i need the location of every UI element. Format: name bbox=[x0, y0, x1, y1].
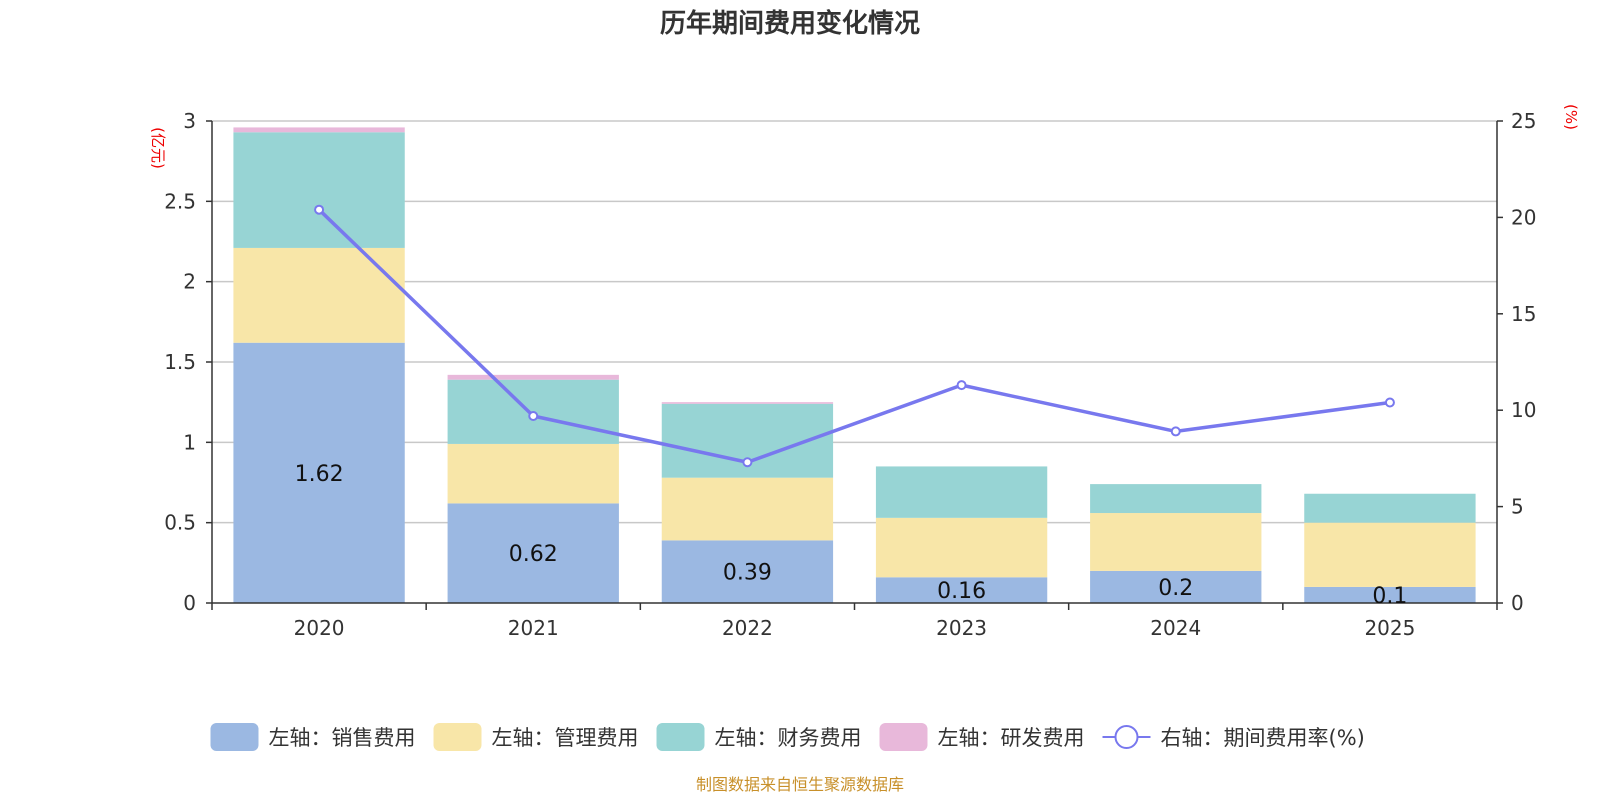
bar-data-label: 0.62 bbox=[509, 542, 558, 567]
bar-data-label: 1.62 bbox=[295, 462, 344, 487]
rate-point bbox=[528, 410, 539, 421]
bar-segment-2 bbox=[1304, 522, 1476, 587]
left-tick-label: 1 bbox=[183, 430, 196, 454]
rate-point bbox=[956, 380, 967, 391]
left-tick-label: 1.5 bbox=[164, 350, 196, 374]
legend-swatch-marker bbox=[1114, 725, 1139, 749]
bar-segment-1 bbox=[875, 577, 1048, 603]
bar-segment-1 bbox=[447, 503, 619, 603]
source-note: 制图数据来自恒生聚源数据库 bbox=[696, 775, 904, 794]
legend-label-3: 左轴：财务费用 bbox=[715, 726, 862, 750]
legend-label-4: 左轴：研发费用 bbox=[938, 726, 1085, 750]
bar-data-label: 0.2 bbox=[1158, 576, 1193, 601]
bar-segment-3 bbox=[233, 132, 405, 248]
bar-segment-3 bbox=[875, 466, 1048, 518]
bar-segment-2 bbox=[661, 477, 834, 541]
line-series bbox=[314, 204, 1395, 468]
right-tick-label: 0 bbox=[1511, 591, 1524, 615]
bar-data-label: 0.1 bbox=[1372, 584, 1407, 609]
bar-series bbox=[233, 127, 1476, 603]
legend-label-2: 左轴：管理费用 bbox=[492, 726, 639, 750]
legend-swatch-1 bbox=[210, 723, 259, 751]
x-tick-label: 2025 bbox=[1364, 616, 1415, 640]
bar-segment-4 bbox=[661, 402, 834, 404]
left-tick-label: 0.5 bbox=[164, 511, 196, 535]
legend-swatch-2 bbox=[433, 723, 482, 751]
bar-segment-2 bbox=[447, 443, 619, 504]
bar-segment-3 bbox=[1090, 484, 1262, 514]
left-tick-label: 2.5 bbox=[164, 189, 196, 213]
right-tick-label: 15 bbox=[1511, 302, 1536, 326]
legend-swatch-3 bbox=[656, 723, 705, 751]
right-tick-label: 10 bbox=[1511, 398, 1536, 422]
rate-point bbox=[742, 457, 753, 468]
rate-point bbox=[314, 204, 325, 215]
bar-data-label: 0.39 bbox=[723, 561, 772, 586]
left-tick-label: 0 bbox=[183, 591, 196, 615]
legend-label-5: 右轴：期间费用率(%) bbox=[1161, 726, 1365, 750]
bar-segment-1 bbox=[233, 342, 405, 603]
bar-segment-2 bbox=[1090, 513, 1262, 571]
rate-line bbox=[317, 208, 1391, 465]
chart-title: 历年期间费用变化情况 bbox=[660, 8, 920, 39]
right-tick-label: 25 bbox=[1511, 109, 1536, 133]
bar-data-label: 0.16 bbox=[937, 579, 986, 604]
legend: 左轴：销售费用 左轴：管理费用 左轴：财务费用 左轴：研发费用 右轴：期间费用率(%) bbox=[210, 723, 1365, 751]
data-labels: 1.62 0.62 0.39 0.16 0.2 0.1 bbox=[295, 462, 1408, 609]
grid-lines bbox=[212, 120, 1497, 524]
bar-segment-1 bbox=[1090, 570, 1262, 603]
rate-point bbox=[1384, 397, 1395, 408]
x-tick-label: 2022 bbox=[722, 616, 773, 640]
bar-segment-1 bbox=[1304, 586, 1476, 603]
rate-point bbox=[1170, 426, 1181, 437]
bar-segment-4 bbox=[233, 127, 405, 133]
bar-segment-4 bbox=[447, 374, 619, 380]
bar-segment-1 bbox=[661, 540, 834, 603]
legend-label-1: 左轴：销售费用 bbox=[269, 726, 416, 750]
right-tick-label: 5 bbox=[1511, 495, 1524, 519]
right-tick-label: 20 bbox=[1511, 205, 1536, 229]
bar-segment-2 bbox=[875, 517, 1048, 578]
right-axis-unit: (%) bbox=[1562, 104, 1580, 130]
x-tick-label: 2021 bbox=[508, 616, 559, 640]
bar-segment-2 bbox=[233, 247, 405, 343]
x-tick-label: 2024 bbox=[1150, 616, 1201, 640]
legend-swatch-4 bbox=[879, 723, 928, 751]
bar-segment-3 bbox=[1304, 493, 1476, 523]
x-tick-label: 2023 bbox=[936, 616, 987, 640]
left-axis-unit: (亿元) bbox=[149, 127, 167, 169]
left-tick-label: 2 bbox=[183, 270, 196, 294]
x-tick-label: 2020 bbox=[294, 616, 345, 640]
left-tick-label: 3 bbox=[183, 109, 196, 133]
